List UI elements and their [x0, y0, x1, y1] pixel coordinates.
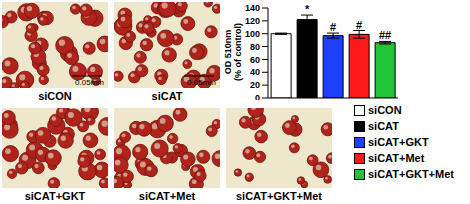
html-text:siCAT+Met: siCAT+Met [138, 190, 196, 202]
html-text:siCAT+GKT: siCAT+GKT [24, 190, 86, 202]
svg-text:0: 0 [255, 93, 260, 100]
html-text:siCAT+GKT: siCAT+GKT [368, 136, 429, 148]
svg-text:0.05mm: 0.05mm [187, 78, 216, 87]
svg-text:80: 80 [250, 42, 260, 52]
html-text:siCON: siCON [368, 104, 402, 116]
svg-text:##: ## [379, 29, 391, 41]
svg-text:100: 100 [245, 29, 260, 39]
svg-text:20: 20 [250, 80, 260, 90]
html-text:siCAT+Met: siCAT+Met [368, 152, 425, 164]
html-text:siCAT: siCAT [151, 90, 183, 102]
svg-text:120: 120 [245, 16, 260, 26]
svg-text:60: 60 [250, 55, 260, 65]
svg-text:0.05mm: 0.05mm [75, 78, 104, 87]
svg-text:OD 510nm(% of control): OD 510nm(% of control) [223, 23, 243, 81]
svg-text:40: 40 [250, 67, 260, 77]
svg-text:#: # [330, 21, 336, 33]
html-text:siCAT+GKT+Met: siCAT+GKT+Met [236, 190, 322, 202]
svg-text:#: # [356, 19, 362, 31]
svg-text:140: 140 [245, 3, 260, 13]
html-text:siCAT+GKT+Met: siCAT+GKT+Met [368, 168, 454, 180]
svg-text:*: * [305, 3, 310, 15]
html-text:siCON: siCON [38, 90, 72, 102]
html-text:siCAT: siCAT [368, 120, 399, 132]
